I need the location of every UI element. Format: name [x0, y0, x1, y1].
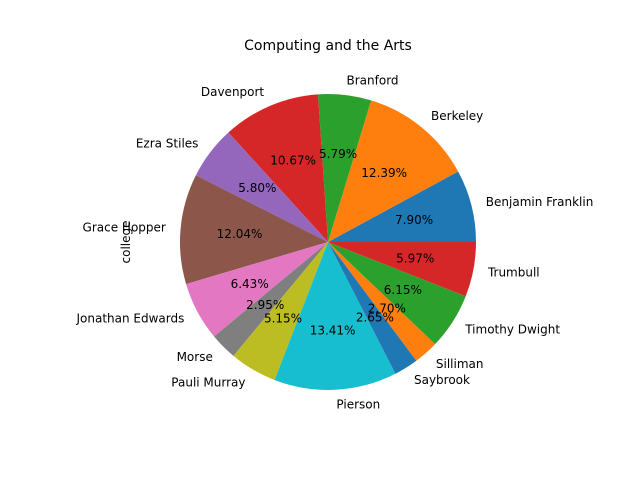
chart-title: Computing and the Arts	[244, 38, 412, 54]
slice-percent-pauli-murray: 5.15%	[264, 312, 302, 326]
slice-percent-pierson: 13.41%	[310, 324, 356, 338]
pie-slice-grace-hopper	[179, 175, 328, 285]
pie-slice-saybrook	[328, 242, 417, 374]
slice-percent-berkeley: 12.39%	[361, 166, 407, 180]
pie-labels: Benjamin Franklin Berkeley Branford Davenpo…	[75, 73, 593, 411]
pie-slices	[179, 94, 476, 390]
slice-label-benjamin-franklin: Benjamin Franklin	[486, 195, 594, 209]
slice-percent-ezra-stiles: 5.80%	[238, 181, 276, 195]
slice-label-branford: Branford	[347, 73, 399, 87]
slice-label-pierson: Pierson	[336, 398, 380, 412]
slice-percent-grace-hopper: 12.04%	[217, 227, 263, 241]
slice-label-silliman: Silliman	[436, 357, 484, 371]
pie-slice-trumbull	[328, 242, 476, 297]
slice-percent-trumbull: 5.97%	[396, 252, 434, 266]
slice-percent-morse: 2.95%	[246, 298, 284, 312]
slice-label-pauli-murray: Pauli Murray	[171, 375, 245, 389]
slice-percent-benjamin-franklin: 7.90%	[395, 213, 433, 227]
slice-percent-davenport: 10.67%	[270, 153, 316, 167]
pie-slice-berkeley	[328, 100, 459, 242]
pie-slice-benjamin-franklin	[328, 171, 476, 242]
pie-slice-davenport	[228, 94, 328, 242]
y-axis-label: college	[119, 221, 133, 264]
pie-slice-jonathan-edwards	[186, 242, 328, 337]
pie-percent-labels: 7.90% 12.39% 5.79%10.67% 5.80% 12.04% 6.43% 2.…	[217, 147, 435, 338]
pie-slice-timothy-dwight	[328, 242, 466, 345]
slice-percent-branford: 5.79%	[319, 147, 357, 161]
pie-slice-branford	[317, 94, 372, 243]
slice-label-berkeley: Berkeley	[431, 109, 483, 123]
pie-slice-pierson	[274, 242, 396, 390]
slice-label-grace-hopper: Grace Hopper	[83, 220, 166, 234]
slice-label-jonathan-edwards: Jonathan Edwards	[75, 312, 184, 326]
slice-label-trumbull: Trumbull	[487, 265, 540, 279]
pie-slice-silliman	[328, 242, 436, 361]
slice-percent-timothy-dwight: 6.15%	[384, 283, 422, 297]
pie-slice-ezra-stiles	[195, 132, 328, 242]
slice-label-davenport: Davenport	[201, 85, 265, 99]
slice-percent-saybrook: 2.65%	[356, 310, 394, 324]
slice-label-saybrook: Saybrook	[414, 373, 470, 387]
pie-slice-morse	[214, 242, 328, 356]
pie-slice-pauli-murray	[233, 242, 328, 381]
slice-label-ezra-stiles: Ezra Stiles	[136, 136, 199, 150]
slice-percent-silliman: 2.70%	[368, 301, 406, 315]
slice-percent-jonathan-edwards: 6.43%	[231, 277, 269, 291]
slice-label-morse: Morse	[177, 350, 213, 364]
slice-label-timothy-dwight: Timothy Dwight	[464, 323, 560, 337]
